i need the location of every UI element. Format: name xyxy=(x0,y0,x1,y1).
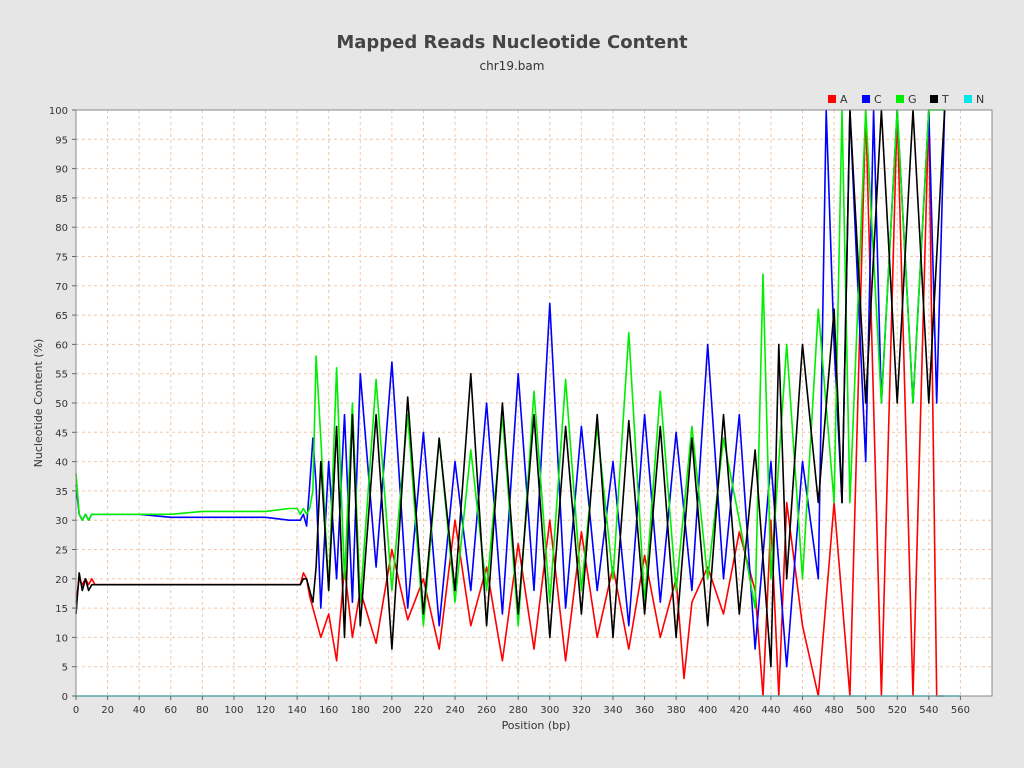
legend-label-t: T xyxy=(941,93,949,106)
chart-subtitle: chr19.bam xyxy=(480,59,545,73)
y-tick-label: 0 xyxy=(62,692,68,703)
x-tick-label: 360 xyxy=(635,705,654,716)
x-tick-label: 400 xyxy=(698,705,717,716)
y-tick-label: 15 xyxy=(55,604,68,615)
x-tick-label: 340 xyxy=(603,705,622,716)
legend-swatch-g xyxy=(896,95,904,103)
y-axis-ticks: 0 5 10 15 20 25 30 35 40 45 50 55 60 65 70 75 80 85 90 95 10… xyxy=(49,106,76,703)
legend-swatch-n xyxy=(964,95,972,103)
x-tick-label: 460 xyxy=(793,705,812,716)
y-tick-label: 40 xyxy=(55,458,68,469)
x-tick-label: 260 xyxy=(477,705,496,716)
x-tick-label: 480 xyxy=(825,705,844,716)
legend-swatch-c xyxy=(862,95,870,103)
y-tick-label: 55 xyxy=(55,370,68,381)
x-tick-label: 280 xyxy=(509,705,528,716)
x-tick-label: 240 xyxy=(445,705,464,716)
legend-label-a: A xyxy=(840,93,848,106)
y-tick-label: 80 xyxy=(55,223,68,234)
x-tick-label: 160 xyxy=(319,705,338,716)
legend-label-g: G xyxy=(908,93,917,106)
y-tick-label: 85 xyxy=(55,194,68,205)
y-tick-label: 25 xyxy=(55,546,68,557)
chart-title: Mapped Reads Nucleotide Content xyxy=(336,32,688,53)
x-tick-label: 300 xyxy=(540,705,559,716)
x-tick-label: 220 xyxy=(414,705,433,716)
x-tick-label: 80 xyxy=(196,705,209,716)
x-tick-label: 420 xyxy=(730,705,749,716)
x-tick-label: 320 xyxy=(572,705,591,716)
x-tick-label: 100 xyxy=(224,705,243,716)
y-axis-label: Nucleotide Content (%) xyxy=(32,339,45,468)
y-tick-label: 30 xyxy=(55,516,68,527)
y-tick-label: 5 xyxy=(62,663,68,674)
y-tick-label: 95 xyxy=(55,135,68,146)
y-tick-label: 75 xyxy=(55,253,68,264)
y-tick-label: 20 xyxy=(55,575,68,586)
x-axis-ticks: 0 20 40 60 80 100 120 140 160 180 200 220 240 260 280 3… xyxy=(73,696,970,716)
x-tick-label: 180 xyxy=(351,705,370,716)
x-tick-label: 500 xyxy=(856,705,875,716)
legend-swatch-a xyxy=(828,95,836,103)
x-tick-label: 20 xyxy=(101,705,114,716)
series-line-t xyxy=(75,109,946,668)
y-tick-label: 45 xyxy=(55,428,68,439)
x-tick-label: 140 xyxy=(288,705,307,716)
series-line-g xyxy=(75,109,945,627)
x-tick-label: 60 xyxy=(164,705,177,716)
x-tick-label: 380 xyxy=(667,705,686,716)
y-tick-label: 60 xyxy=(55,340,68,351)
legend-label-n: N xyxy=(976,93,984,106)
x-axis-label: Position (bp) xyxy=(502,719,571,732)
legend-label-c: C xyxy=(874,93,882,106)
legend-swatch-t xyxy=(930,95,938,103)
y-tick-label: 10 xyxy=(55,633,68,644)
y-tick-label: 100 xyxy=(49,106,68,117)
y-tick-label: 35 xyxy=(55,487,68,498)
y-tick-label: 70 xyxy=(55,282,68,293)
y-tick-label: 90 xyxy=(55,165,68,176)
x-tick-label: 540 xyxy=(919,705,938,716)
x-tick-label: 200 xyxy=(382,705,401,716)
x-tick-label: 120 xyxy=(256,705,275,716)
y-tick-label: 65 xyxy=(55,311,68,322)
x-tick-label: 0 xyxy=(73,705,79,716)
x-tick-label: 560 xyxy=(951,705,970,716)
x-tick-label: 440 xyxy=(761,705,780,716)
y-tick-label: 50 xyxy=(55,399,68,410)
x-tick-label: 40 xyxy=(133,705,146,716)
x-tick-label: 520 xyxy=(888,705,907,716)
